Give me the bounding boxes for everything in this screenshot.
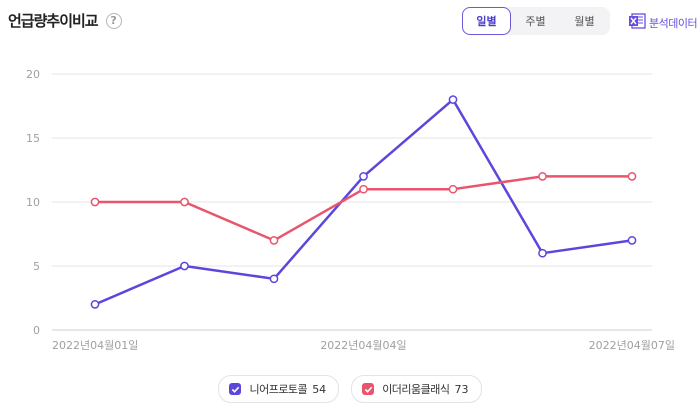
export-label: 분석데이터 bbox=[649, 17, 698, 30]
tab-monthly[interactable]: 월별 bbox=[574, 15, 595, 28]
chart-title: 언급량추이비교 bbox=[8, 12, 99, 30]
data-point[interactable] bbox=[90, 197, 100, 207]
data-point[interactable] bbox=[538, 172, 547, 181]
x-tick-label: 2022년04월04일 bbox=[320, 338, 406, 352]
data-point[interactable] bbox=[359, 172, 368, 181]
data-point[interactable] bbox=[448, 184, 458, 194]
y-tick-label: 15 bbox=[26, 132, 40, 145]
tab-daily[interactable]: 일별 bbox=[462, 7, 511, 35]
legend-count: 73 bbox=[454, 382, 469, 396]
data-point[interactable] bbox=[180, 197, 189, 207]
export-button[interactable]: 분석데이터 bbox=[628, 11, 698, 35]
data-point[interactable] bbox=[90, 300, 100, 309]
excel-icon bbox=[628, 11, 646, 35]
chart-legend: 니어프로토콜 54 이더리움클래식 73 bbox=[0, 375, 700, 403]
y-tick-label: 5 bbox=[33, 260, 40, 273]
line-chart: 0 5 10 15 20 2022년04월01일 2022년04월04일 2022년04월07… bbox=[26, 68, 675, 352]
legend-count: 54 bbox=[312, 382, 327, 396]
help-icon[interactable]: ? bbox=[105, 12, 122, 29]
legend-item-near[interactable]: 니어프로토콜 54 bbox=[218, 375, 340, 403]
data-point[interactable] bbox=[269, 274, 279, 284]
y-tick-label: 20 bbox=[26, 68, 40, 81]
y-tick-label: 0 bbox=[33, 324, 40, 337]
data-point[interactable] bbox=[180, 261, 189, 271]
legend-label: 니어프로토콜 bbox=[249, 383, 308, 396]
title-group: 언급량추이비교 ? bbox=[8, 10, 122, 31]
tab-weekly[interactable]: 주별 bbox=[525, 15, 546, 28]
x-tick-label: 2022년04월07일 bbox=[589, 338, 675, 352]
legend-item-etc[interactable]: 이더리움클래식 73 bbox=[351, 375, 482, 403]
y-tick-label: 10 bbox=[26, 196, 40, 209]
checkbox-icon bbox=[229, 383, 242, 395]
data-point[interactable] bbox=[269, 236, 279, 245]
data-point[interactable] bbox=[359, 184, 368, 194]
legend-label: 이더리움클래식 bbox=[382, 383, 450, 396]
data-point[interactable] bbox=[627, 236, 637, 245]
data-point[interactable] bbox=[538, 248, 547, 258]
checkbox-icon bbox=[362, 383, 375, 395]
data-point[interactable] bbox=[448, 95, 458, 104]
data-point[interactable] bbox=[627, 172, 637, 181]
period-tabs: 일별 주별 월별 bbox=[462, 7, 610, 35]
x-tick-label: 2022년04월01일 bbox=[52, 338, 138, 352]
